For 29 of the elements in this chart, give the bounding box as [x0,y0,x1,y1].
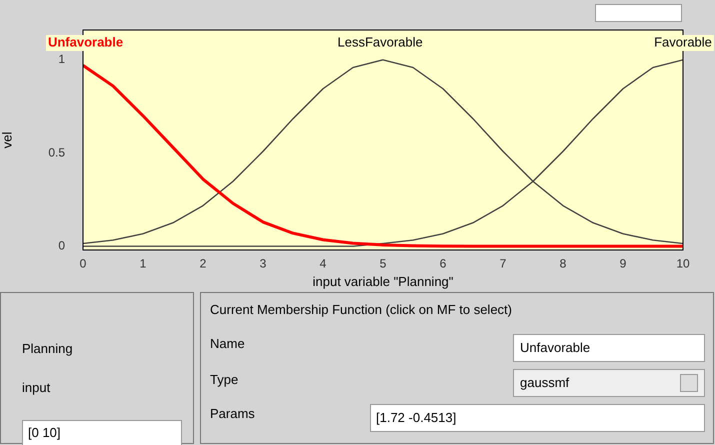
text: Params [210,406,255,421]
x-tick-label: 3 [260,256,267,271]
y-axis-title: vel [0,132,14,148]
x-tick-label: 9 [620,256,627,271]
text: Planning [22,341,73,356]
x-tick-label: 2 [200,256,207,271]
x-tick-label: 10 [676,256,690,271]
y-tick-label: 0 [58,238,66,253]
series-label: LessFavorable [337,34,423,50]
y-tick-label: 0.5 [48,145,66,160]
text: Unfavorable [520,340,590,355]
text: Type [210,372,238,387]
x-tick-label: 0 [80,256,87,271]
text: Name [210,336,245,351]
text: [1.72 -0.4513] [376,410,456,425]
text: [0 10] [28,425,61,440]
text: input [22,380,50,395]
y-tick-label: 1 [58,52,66,66]
series-label: Unfavorable [48,34,124,50]
x-tick-label: 8 [560,256,567,271]
text: gaussmf [520,375,570,390]
x-tick-label: 4 [320,256,327,271]
x-tick-label: 6 [440,256,447,271]
text: Current Membership Function (click on MF to select) [210,302,512,317]
x-tick-label: 5 [380,256,387,271]
x-tick-label: 7 [500,256,507,271]
series-label: Favorable [654,34,712,50]
x-axis-title: input variable "Planning" [312,274,454,289]
x-tick-label: 1 [140,256,147,271]
